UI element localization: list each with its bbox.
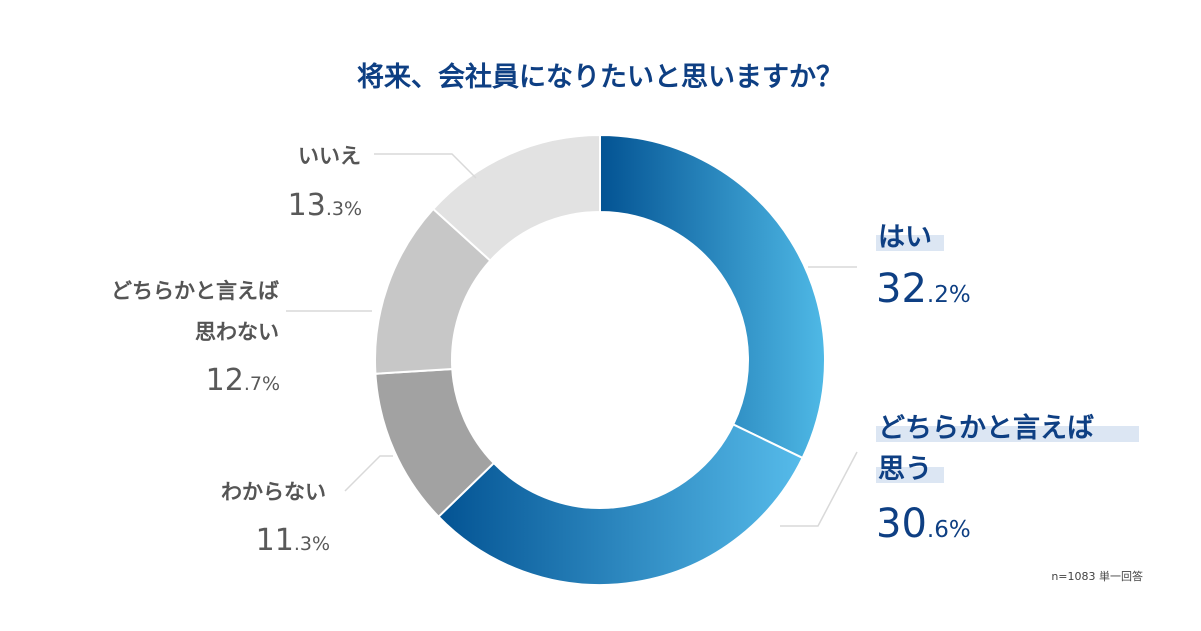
leader-line-dochira-omou xyxy=(780,451,858,527)
slice-pct-dochira-omou: 30.6% xyxy=(876,501,971,547)
slice-dochira-omou xyxy=(437,423,804,586)
slice-iie xyxy=(431,133,601,263)
slice-hai xyxy=(599,133,826,460)
slice-label-iie: いいえ xyxy=(298,144,361,168)
slice-label-dochira-omou-line1: どちらかと言えば xyxy=(878,413,1094,444)
slice-pct-wakaranai: 11.3% xyxy=(256,523,330,558)
slice-pct-iie: 13.3% xyxy=(288,188,362,223)
donut-slices xyxy=(374,133,826,586)
slice-label-wakaranai: わからない xyxy=(221,480,326,504)
leader-line-iie xyxy=(374,153,477,179)
slice-label-dochira-omowanai-line1: どちらかと言えば xyxy=(111,279,279,303)
chart-title: 将来、会社員になりたいと思いますか？ xyxy=(357,61,843,93)
highlight-dochira-omou-line2 xyxy=(876,467,944,483)
slice-label-dochira-omowanai-line2: 思わない xyxy=(195,320,279,344)
slice-label-hai: はい xyxy=(878,222,932,253)
sample-note: n=1083 単一回答 xyxy=(1051,569,1143,583)
highlight-dochira-omou-line1 xyxy=(876,426,1139,442)
highlight-hai xyxy=(876,235,944,251)
slice-label-dochira-omou-line2: 思う xyxy=(878,454,932,485)
leader-line-wakaranai xyxy=(344,455,393,492)
slice-pct-dochira-omowanai: 12.7% xyxy=(206,363,280,398)
slice-pct-hai: 32.2% xyxy=(876,266,971,312)
